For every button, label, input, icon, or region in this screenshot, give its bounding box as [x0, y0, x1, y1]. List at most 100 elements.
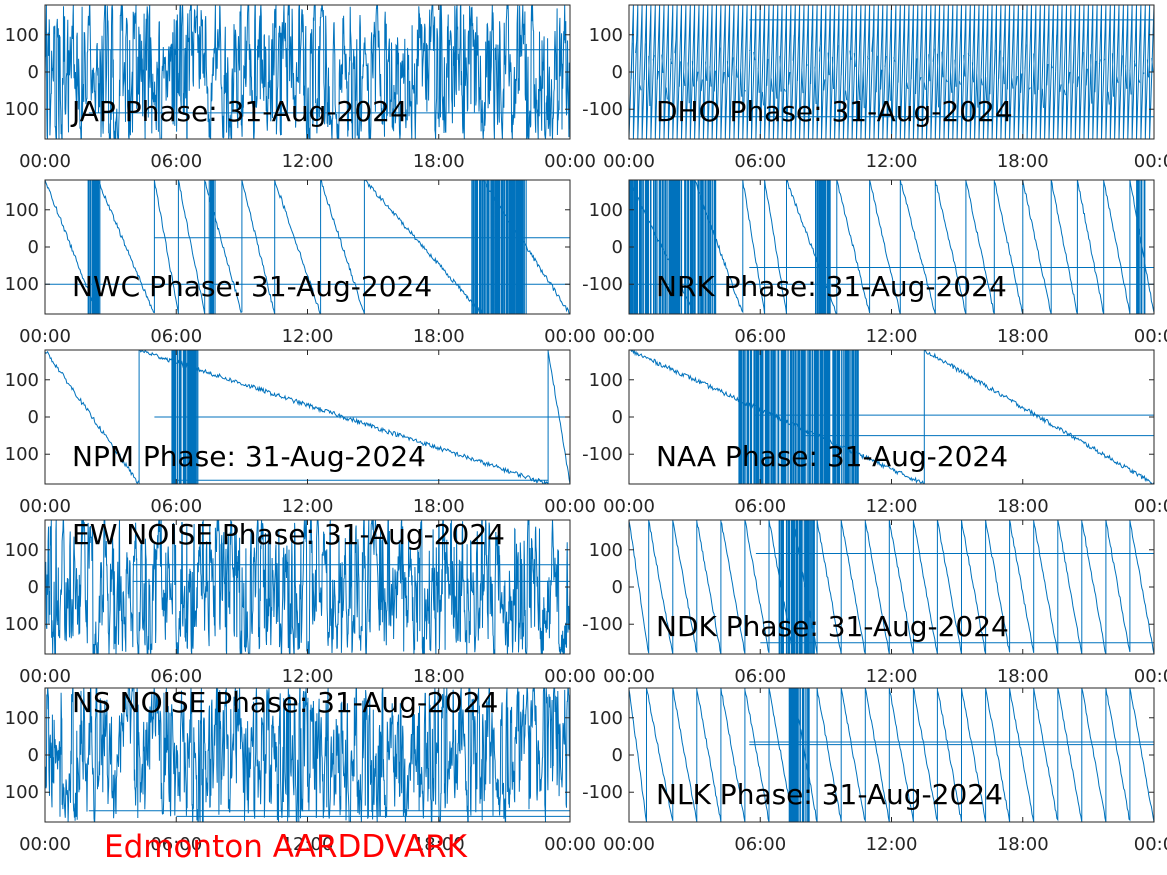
y-tick-label: -100: [582, 614, 623, 635]
y-tick-label: 100: [5, 782, 39, 803]
x-tick-label: 00:00: [544, 151, 596, 172]
x-tick-label: 06:00: [734, 666, 786, 687]
x-tick-label: 06:00: [734, 834, 786, 855]
y-tick-label: 0: [612, 62, 623, 83]
phase-panel-5: 100 0 -100 00:00 06:00 12:00 18:00 00:0 NAA Phas…: [582, 349, 1167, 517]
y-tick-label: 100: [5, 708, 39, 729]
y-tick-label: 0: [612, 237, 623, 258]
phase-panel-9: 100 0 -100 00:00 06:00 12:00 18:00 00:0 NLK Phas…: [582, 687, 1167, 855]
phase-panel-0: 100 0 100 00:00 06:00 12:00 18:00 00:00 JAP Phas…: [5, 4, 596, 172]
x-tick-label: 18:00: [413, 151, 465, 172]
y-tick-label: 100: [5, 614, 39, 635]
x-tick-label: 12:00: [282, 326, 334, 347]
x-tick-label: 00:00: [603, 666, 655, 687]
x-tick-label: 18:00: [413, 666, 465, 687]
x-tick-label: 12:00: [866, 666, 918, 687]
phase-panel-4: 100 0 100 00:00 06:00 12:00 18:00 00:00 NPM Phas…: [5, 349, 596, 517]
y-tick-label: 100: [5, 200, 39, 221]
x-tick-label: 18:00: [413, 834, 465, 855]
x-tick-label: 12:00: [282, 151, 334, 172]
x-tick-label: 00:0: [1134, 834, 1167, 855]
x-tick-label: 06:00: [150, 326, 202, 347]
y-tick-label: -100: [582, 99, 623, 120]
x-tick-label: 06:00: [734, 496, 786, 517]
y-tick-label: 0: [28, 577, 39, 598]
y-tick-label: 100: [5, 444, 39, 465]
x-tick-label: 00:00: [19, 326, 71, 347]
panel-title: NAA Phase: 31-Aug-2024: [656, 440, 1008, 473]
x-tick-label: 12:00: [282, 496, 334, 517]
x-tick-label: 00:00: [544, 834, 596, 855]
x-tick-label: 06:00: [150, 151, 202, 172]
x-tick-label: 12:00: [866, 151, 918, 172]
x-tick-label: 06:00: [734, 151, 786, 172]
y-tick-label: 0: [28, 62, 39, 83]
phase-series-0: [45, 5, 570, 139]
y-tick-label: 0: [28, 407, 39, 428]
x-tick-label: 00:00: [544, 496, 596, 517]
phase-series-9: [629, 688, 1154, 822]
x-tick-label: 00:00: [19, 151, 71, 172]
station-footer: Edmonton AARDDVARK: [104, 829, 468, 865]
y-tick-label: 0: [28, 745, 39, 766]
x-tick-label: 00:0: [1134, 666, 1167, 687]
y-tick-label: -100: [582, 274, 623, 295]
x-tick-label: 12:00: [282, 834, 334, 855]
y-tick-label: 100: [589, 200, 623, 221]
x-tick-label: 00:00: [19, 496, 71, 517]
panel-title: NWC Phase: 31-Aug-2024: [72, 270, 432, 303]
panel-title: JAP Phase: 31-Aug-2024: [70, 95, 408, 128]
y-tick-label: 100: [589, 25, 623, 46]
phase-series-4: [45, 350, 570, 484]
x-tick-label: 12:00: [866, 834, 918, 855]
phase-series-8: [45, 688, 570, 822]
x-tick-label: 00:00: [19, 666, 71, 687]
y-tick-label: 0: [612, 407, 623, 428]
x-tick-label: 00:00: [603, 326, 655, 347]
y-tick-label: 100: [5, 274, 39, 295]
x-tick-label: 12:00: [866, 496, 918, 517]
x-tick-label: 18:00: [997, 151, 1049, 172]
y-tick-label: 0: [612, 745, 623, 766]
y-tick-label: 100: [589, 708, 623, 729]
x-tick-label: 18:00: [997, 666, 1049, 687]
y-tick-label: 100: [589, 540, 623, 561]
y-tick-label: -100: [582, 782, 623, 803]
panel-title: EW NOISE Phase: 31-Aug-2024: [72, 518, 505, 551]
x-tick-label: 06:00: [150, 666, 202, 687]
x-tick-label: 00:00: [544, 326, 596, 347]
x-tick-label: 00:00: [603, 834, 655, 855]
phase-series-2: [45, 180, 570, 314]
y-tick-label: 0: [28, 237, 39, 258]
phase-panel-8: 100 0 100 00:00 06:00 12:00 18:00 00:00 NS NOISE…: [5, 686, 596, 855]
x-tick-label: 12:00: [282, 666, 334, 687]
phase-series-6: [45, 520, 570, 654]
phase-series-1: [629, 5, 1154, 139]
x-tick-label: 18:00: [413, 496, 465, 517]
phase-panel-6: 100 0 100 00:00 06:00 12:00 18:00 00:00 EW NOISE…: [5, 518, 596, 687]
phase-panel-1: 100 0 -100 00:00 06:00 12:00 18:00 00:0 DHO Phas…: [582, 4, 1167, 172]
phase-panel-7: 100 0 -100 00:00 06:00 12:00 18:00 00:0 NDK Phas…: [582, 519, 1167, 687]
x-tick-label: 18:00: [997, 326, 1049, 347]
phase-series-5: [629, 350, 1154, 484]
panel-title: NLK Phase: 31-Aug-2024: [656, 778, 1003, 811]
x-tick-label: 00:00: [603, 496, 655, 517]
y-tick-label: 100: [5, 25, 39, 46]
x-tick-label: 00:0: [1134, 496, 1167, 517]
panel-title: NS NOISE Phase: 31-Aug-2024: [72, 686, 498, 719]
y-tick-label: 100: [5, 540, 39, 561]
y-tick-label: 100: [589, 370, 623, 391]
y-tick-label: 0: [612, 577, 623, 598]
x-tick-label: 18:00: [997, 496, 1049, 517]
x-tick-label: 00:00: [19, 834, 71, 855]
panel-title: NRK Phase: 31-Aug-2024: [656, 270, 1007, 303]
x-tick-label: 00:0: [1134, 326, 1167, 347]
x-tick-label: 12:00: [866, 326, 918, 347]
x-tick-label: 00:00: [544, 666, 596, 687]
x-tick-label: 18:00: [997, 834, 1049, 855]
phase-series-7: [629, 520, 1154, 654]
x-tick-label: 00:0: [1134, 151, 1167, 172]
y-tick-label: 100: [5, 99, 39, 120]
phase-panel-2: 100 0 100 00:00 06:00 12:00 18:00 00:00 NWC Phas…: [5, 179, 596, 347]
